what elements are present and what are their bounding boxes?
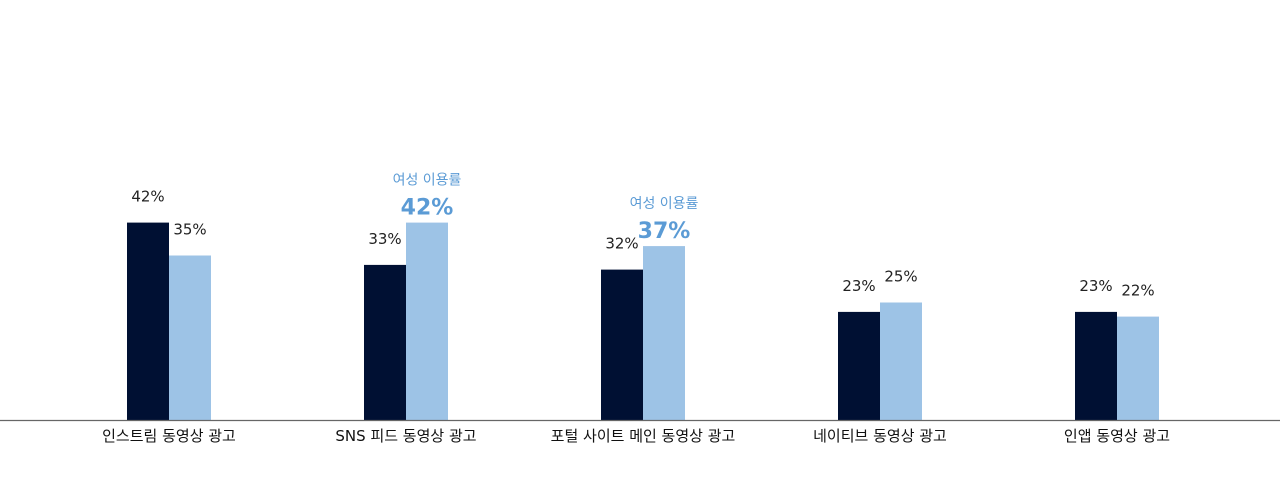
bar-1-1 [127, 222, 169, 420]
bar-2-4 [880, 302, 922, 420]
x-tick-label-5: 인앱 동영상 광고 [1064, 427, 1170, 445]
data-label-2-1: 35% [173, 221, 206, 239]
x-tick-label-4: 네이티브 동영상 광고 [813, 427, 947, 445]
x-tick-label-2: SNS 피드 동영상 광고 [335, 427, 476, 445]
highlight-value-2: 42% [401, 196, 454, 221]
bar-2-5 [1117, 316, 1159, 420]
highlight-caption-2: 여성 이용률 [393, 173, 462, 189]
bar-1-2 [364, 264, 406, 420]
x-tick-label-1: 인스트림 동영상 광고 [102, 427, 236, 445]
bar-2-2 [406, 222, 448, 420]
data-label-2-4: 25% [884, 268, 917, 286]
bar-1-3 [601, 269, 643, 420]
x-tick-label-3: 포털 사이트 메인 동영상 광고 [551, 427, 736, 445]
bar-2-3 [643, 246, 685, 420]
data-label-1-4: 23% [842, 277, 875, 295]
highlight-caption-3: 여성 이용률 [630, 196, 699, 212]
highlight-value-3: 37% [638, 219, 691, 244]
labels-group: 42% 35% 인스트림 동영상 광고 33% 여성 이용률 42% SNS 피드 동영상 … [102, 173, 1170, 445]
bars-group [127, 222, 1159, 420]
data-label-1-5: 23% [1079, 277, 1112, 295]
bar-1-4 [838, 311, 880, 420]
data-label-1-2: 33% [368, 230, 401, 248]
data-label-2-5: 22% [1121, 282, 1154, 300]
bar-2-1 [169, 255, 211, 420]
data-label-1-1: 42% [131, 188, 164, 206]
data-label-1-3: 32% [605, 235, 638, 253]
bar-1-5 [1075, 311, 1117, 420]
